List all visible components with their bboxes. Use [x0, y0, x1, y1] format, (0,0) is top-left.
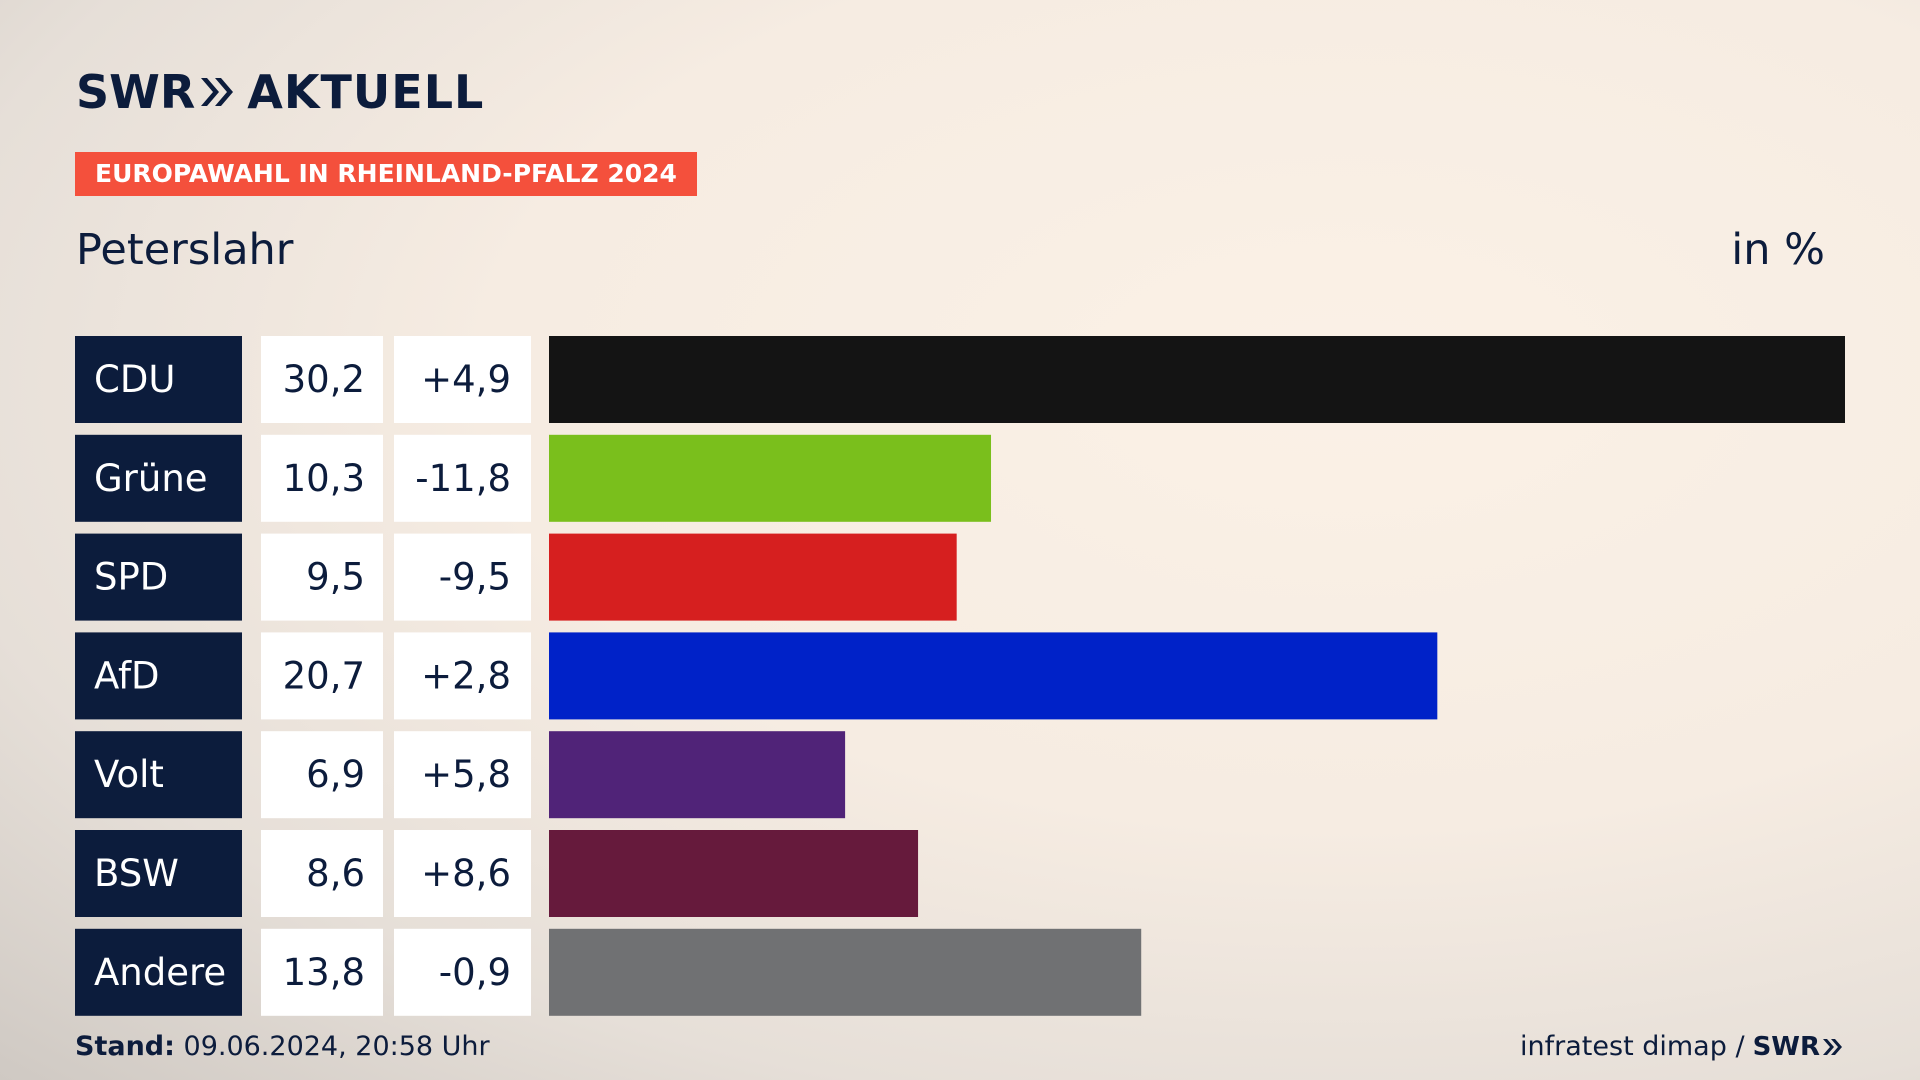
- change-box: [394, 731, 531, 819]
- double-chevron-icon: [201, 78, 234, 106]
- source-text: infratest dimap /: [1520, 1031, 1745, 1062]
- value-box: [261, 533, 383, 621]
- party-label: Volt: [94, 753, 164, 796]
- logo-aktuell-text: AKTUELL: [247, 65, 485, 119]
- source-swr-logo: SWR: [1752, 1032, 1820, 1062]
- party-label: SPD: [94, 556, 168, 599]
- party-label-box: [75, 533, 242, 621]
- party-label-box: [75, 830, 242, 917]
- region-title: Peterslahr: [76, 225, 294, 275]
- stand-label: Stand:: [75, 1031, 175, 1062]
- party-label: BSW: [94, 852, 179, 895]
- party-label-box: [75, 434, 242, 522]
- election-tag: EUROPAWAHL IN RHEINLAND-PFALZ 2024: [75, 152, 697, 196]
- party-label: AfD: [94, 654, 160, 697]
- value-label: 13,8: [283, 951, 365, 994]
- double-chevron-small-icon: [1823, 1039, 1842, 1055]
- value-label: 9,5: [306, 556, 365, 599]
- bar: [549, 731, 846, 819]
- party-label: CDU: [94, 358, 175, 401]
- value-label: 20,7: [283, 654, 365, 697]
- party-label: Andere: [94, 951, 226, 994]
- value-box: [261, 632, 383, 720]
- logo-swr-text: SWR: [76, 65, 196, 119]
- bar: [549, 533, 957, 621]
- timestamp: Stand: 09.06.2024, 20:58 Uhr: [75, 1030, 490, 1064]
- stand-value: 09.06.2024, 20:58 Uhr: [183, 1031, 490, 1062]
- swr-aktuell-logo: SWR AKTUELL: [76, 66, 484, 118]
- unit-label: in %: [1731, 225, 1825, 275]
- change-label: -9,5: [439, 556, 511, 599]
- bar: [549, 632, 1438, 720]
- party-label: Grüne: [94, 457, 208, 500]
- change-label: +4,9: [421, 358, 511, 401]
- change-box: [394, 632, 531, 720]
- change-label: -11,8: [415, 457, 511, 500]
- value-label: 10,3: [283, 457, 365, 500]
- party-label-box: [75, 731, 242, 819]
- party-label-box: [75, 928, 242, 1016]
- change-label: +8,6: [421, 852, 511, 895]
- value-box: [261, 731, 383, 819]
- value-label: 6,9: [306, 753, 365, 796]
- change-box: [394, 830, 531, 917]
- value-box: [261, 336, 383, 423]
- bar: [549, 830, 919, 917]
- bar: [549, 336, 1845, 423]
- party-label-box: [75, 336, 242, 423]
- value-label: 8,6: [306, 852, 365, 895]
- value-label: 30,2: [283, 358, 365, 401]
- change-label: -0,9: [439, 951, 511, 994]
- value-box: [261, 830, 383, 917]
- change-box: [394, 928, 531, 1016]
- source-credit: infratest dimap / SWR: [1520, 1030, 1844, 1064]
- change-label: +2,8: [421, 654, 511, 697]
- bar: [549, 928, 1142, 1016]
- value-box: [261, 434, 383, 522]
- value-box: [261, 928, 383, 1016]
- change-box: [394, 336, 531, 423]
- change-label: +5,8: [421, 753, 511, 796]
- change-box: [394, 533, 531, 621]
- party-label-box: [75, 632, 242, 720]
- change-box: [394, 434, 531, 522]
- bar: [549, 434, 992, 522]
